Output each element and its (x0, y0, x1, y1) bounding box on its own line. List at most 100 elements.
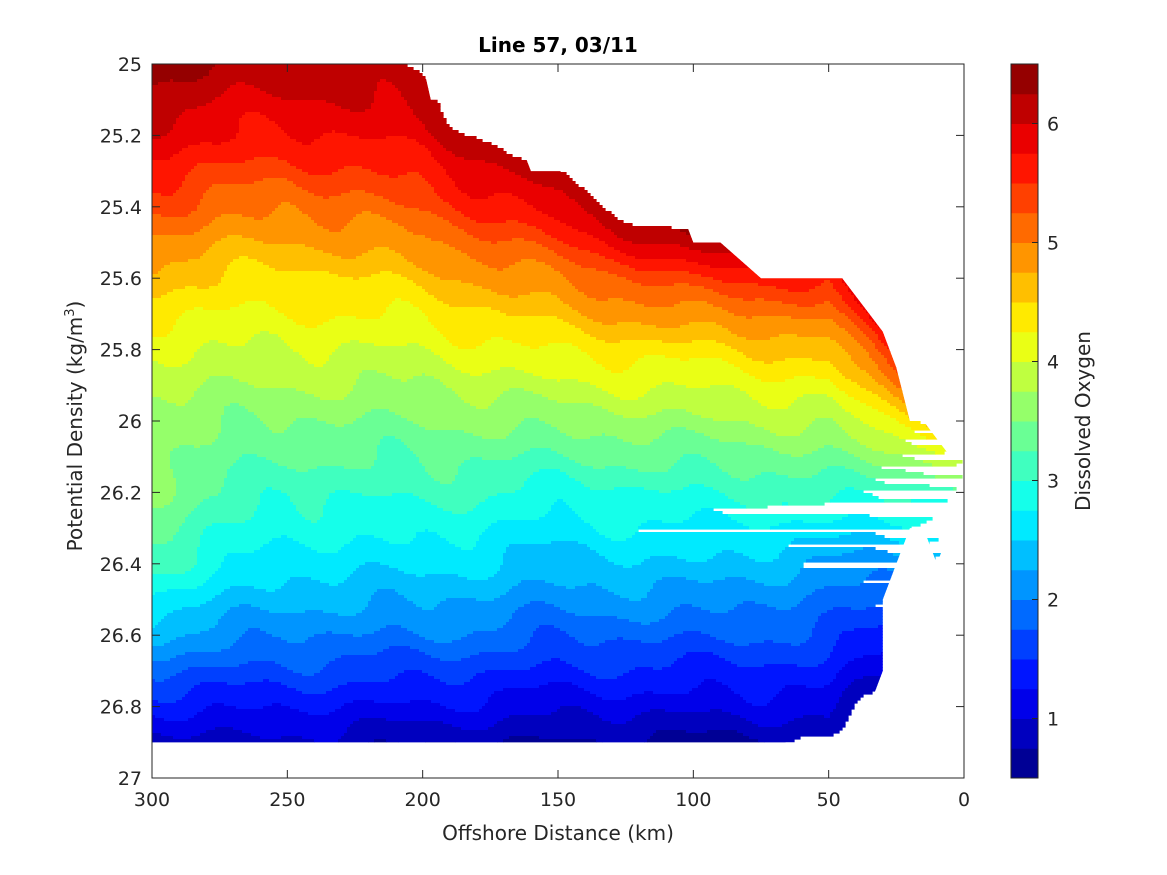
contour-band-cell (299, 541, 351, 545)
contour-band-cell (446, 682, 465, 686)
contour-band-cell (587, 316, 747, 320)
contour-band-cell (152, 418, 222, 422)
contour-band-cell (368, 742, 399, 743)
contour-band-cell (236, 640, 288, 644)
contour-band-cell (491, 370, 525, 374)
contour-band-cell (569, 304, 645, 308)
contour-band-cell (596, 217, 618, 221)
contour-band-cell (716, 322, 837, 326)
contour-band-cell (551, 265, 582, 269)
contour-band-cell (713, 277, 843, 281)
y-tick-label: 26.2 (100, 482, 142, 504)
contour-band-cell (152, 205, 198, 209)
contour-band-cell (323, 133, 348, 137)
contour-band-cell (641, 562, 804, 566)
colorbar-band (1011, 331, 1038, 362)
contour-band-cell (683, 487, 714, 491)
contour-band-cell (275, 307, 387, 311)
contour-band-cell (221, 94, 273, 98)
contour-band-cell (557, 709, 588, 713)
contour-band-cell (578, 541, 792, 545)
contour-band-cell (806, 559, 915, 563)
colorbar-band (1011, 450, 1038, 481)
contour-band-cell (722, 550, 735, 554)
contour-band-cell (152, 739, 315, 743)
contour-band-cell (494, 598, 630, 602)
contour-band-cell (860, 316, 870, 320)
contour-band-cell (164, 643, 234, 647)
contour-band-cell (200, 541, 270, 545)
contour-band-cell (422, 121, 447, 125)
contour-band-cell (332, 352, 435, 356)
contour-band-cell (173, 289, 426, 293)
contour-band-cell (569, 280, 633, 284)
contour-band-cell (365, 190, 435, 194)
contour-band-cell (599, 238, 624, 242)
contour-band-cell (461, 547, 474, 551)
contour-band-cell (233, 727, 348, 731)
contour-band-cell (422, 607, 435, 611)
contour-band-cell (221, 421, 264, 425)
contour-band-cell (596, 583, 654, 587)
contour-band-cell (350, 541, 390, 545)
contour-band-cell (224, 613, 339, 617)
contour-band-cell (341, 706, 447, 710)
contour-band-cell (251, 733, 345, 737)
contour-band-cell (152, 82, 159, 86)
contour-band-cell (221, 592, 375, 596)
contour-band-cell (152, 229, 201, 233)
contour-band-cell (350, 109, 366, 113)
contour-band-cell (839, 310, 855, 314)
contour-band-cell (644, 355, 666, 359)
contour-band-cell (320, 517, 540, 521)
contour-band-cell (272, 94, 375, 98)
contour-band-cell (836, 676, 864, 680)
contour-band-cell (152, 331, 171, 335)
contour-band-cell (167, 613, 225, 617)
contour-band-cell (491, 289, 579, 293)
contour-band-cell (746, 355, 852, 359)
contour-band-cell (776, 286, 816, 290)
contour-band-cell (290, 163, 441, 167)
contour-band-cell (584, 670, 630, 674)
contour-band-cell (719, 655, 831, 659)
contour-band-cell (206, 601, 369, 605)
contour-band-cell (569, 475, 732, 479)
contour-band-cell (671, 427, 687, 431)
contour-band-cell (887, 388, 903, 392)
contour-band-cell (221, 424, 267, 428)
contour-band-cell (239, 664, 282, 668)
contour-band-cell (365, 109, 414, 113)
contour-band-cell (725, 343, 840, 347)
contour-band-cell (152, 94, 222, 98)
contour-band-cell (197, 388, 297, 392)
contour-band-cell (152, 652, 186, 656)
contour-band-cell (470, 655, 684, 659)
x-tick-label: 100 (675, 789, 711, 811)
contour-band-cell (362, 493, 393, 497)
contour-band-cell (665, 355, 747, 359)
contour-band-cell (419, 142, 441, 146)
contour-band-cell (683, 454, 702, 458)
contour-band-cell (197, 547, 261, 551)
contour-band-cell (185, 175, 390, 179)
contour-band-cell (881, 397, 900, 401)
contour-band-cell (701, 682, 723, 686)
contour-band-cell (452, 388, 510, 392)
contour-band-cell (152, 598, 213, 602)
contour-band-cell (152, 247, 210, 251)
contour-band-cell (413, 280, 462, 284)
contour-band-cell (746, 505, 768, 509)
contour-band-cell (197, 559, 225, 563)
contour-band-cell (464, 214, 549, 218)
contour-band-cell (737, 604, 768, 608)
contour-band-cell (848, 433, 894, 437)
contour-band-cell (866, 334, 879, 338)
contour-band-cell (455, 208, 537, 212)
contour-band-cell (848, 304, 861, 308)
contour-band-cell (152, 217, 216, 221)
contour-band-cell (533, 373, 750, 377)
contour-band-cell (347, 730, 657, 734)
contour-band-cell (494, 400, 558, 404)
